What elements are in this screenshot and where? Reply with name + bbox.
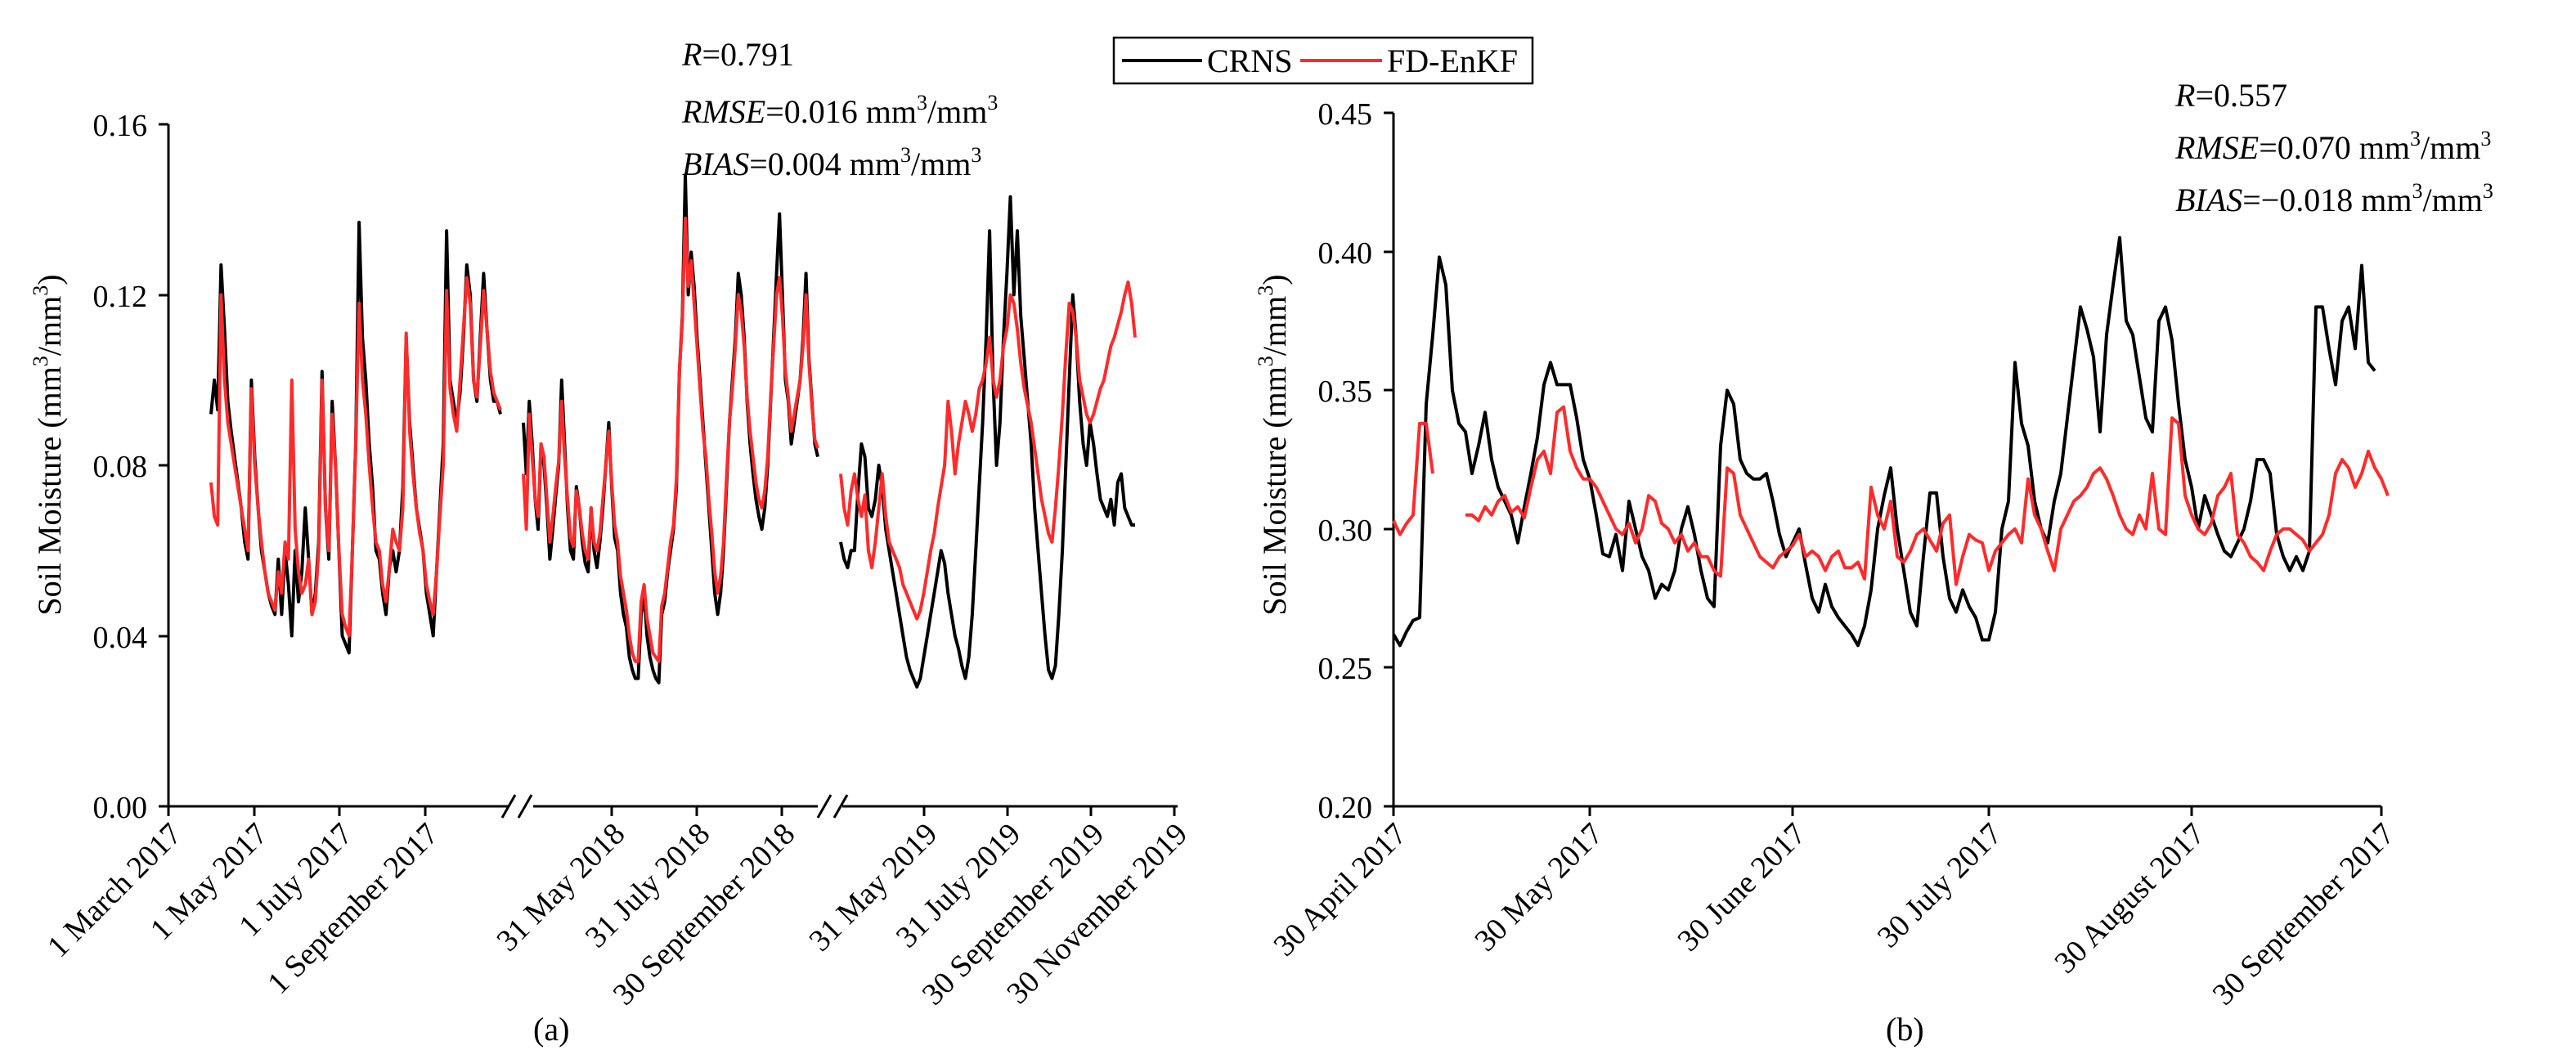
panel-b-xtick-label: 30 April 2017 — [1267, 817, 1413, 963]
panel-b-stat-bias: BIAS=−0.018 mm3/mm3 — [2175, 179, 2493, 218]
panel-a: R=0.791 RMSE=0.016 mm3/mm3 BIAS=0.004 mm… — [29, 36, 1194, 1048]
panel-b-xtick-label: 30 July 2017 — [1871, 817, 2009, 955]
panel-a-ytick-label: 0.08 — [93, 450, 148, 484]
panel-b-ytick-label: 0.40 — [1318, 236, 1373, 271]
panel-a-ytick-label: 0.00 — [93, 791, 148, 825]
panel-b-xtick-label: 30 June 2017 — [1671, 817, 1812, 958]
panel-b-ytick-label: 0.25 — [1318, 652, 1373, 686]
panel-b-stat-rmse: RMSE=0.070 mm3/mm3 — [2174, 127, 2491, 166]
legend-label-crns: CRNS — [1207, 43, 1293, 79]
panel-a-xticks: 1 March 2017 1 May 2017 1 July 2017 1 Se… — [41, 806, 1194, 1012]
panel-a-stat-bias: BIAS=0.004 mm3/mm3 — [682, 143, 981, 182]
panel-b-ytick-label: 0.20 — [1318, 791, 1373, 825]
panel-b-xtick-label: 30 August 2017 — [2048, 817, 2211, 980]
panel-a-stats: R=0.791 RMSE=0.016 mm3/mm3 BIAS=0.004 mm… — [681, 36, 998, 182]
legend: CRNS FD-EnKF — [1112, 36, 1534, 85]
panel-a-line-fd-enkf-segment — [209, 276, 502, 638]
panel-b: R=0.557 RMSE=0.070 mm3/mm3 BIAS=−0.018 m… — [1254, 77, 2493, 1048]
panel-b-ytick-label: 0.30 — [1318, 514, 1373, 548]
panel-a-ytick-label: 0.12 — [93, 280, 148, 314]
panel-a-line-crns-segment — [522, 173, 819, 684]
panel-a-line-crns-segment — [839, 195, 1135, 689]
panel-b-xticks: 30 April 2017 30 May 2017 30 June 2017 3… — [1267, 806, 2401, 1012]
panel-b-line-fd-enkf-segment — [1465, 405, 2390, 586]
panel-b-ytick-label: 0.45 — [1318, 97, 1373, 132]
panel-a-line-fd-enkf-segment — [522, 216, 819, 663]
panel-b-series-fd-enkf — [1392, 405, 2390, 586]
panel-b-stats: R=0.557 RMSE=0.070 mm3/mm3 BIAS=−0.018 m… — [2174, 77, 2493, 218]
panel-b-line-fd-enkf-segment — [1392, 421, 1434, 536]
panel-a-ytick-label: 0.04 — [93, 621, 148, 655]
panel-b-ylabel: Soil Moisture (mm3/mm3) — [1254, 274, 1293, 615]
panel-a-yticks: 0.00 0.04 0.08 0.12 0.16 — [93, 109, 168, 825]
panel-a-ylabel: Soil Moisture (mm3/mm3) — [29, 274, 68, 615]
panel-a-ytick-label: 0.16 — [93, 109, 148, 143]
panel-b-label: (b) — [1886, 1011, 1924, 1048]
panel-a-stat-rmse: RMSE=0.016 mm3/mm3 — [681, 91, 998, 130]
legend-label-fd-enkf: FD-EnKF — [1387, 43, 1518, 79]
panel-a-axis-break-2 — [816, 794, 849, 819]
panel-b-series-crns — [1392, 236, 2376, 648]
panel-a-series-fd-enkf — [209, 216, 1137, 663]
panel-a-stat-r: R=0.791 — [681, 36, 794, 73]
panel-a-label: (a) — [533, 1011, 569, 1048]
panel-b-xtick-label: 30 May 2017 — [1468, 817, 1609, 958]
panel-b-xtick-label: 30 September 2017 — [2206, 817, 2402, 1012]
panel-b-stat-r: R=0.557 — [2174, 77, 2287, 114]
panel-a-axis-break-1 — [500, 794, 533, 819]
panel-b-yticks: 0.20 0.25 0.30 0.35 0.40 0.45 — [1318, 97, 1393, 825]
panel-b-ytick-label: 0.35 — [1318, 375, 1373, 409]
panel-a-line-fd-enkf-segment — [839, 280, 1137, 621]
panel-b-line-crns-segment — [1392, 236, 2376, 648]
